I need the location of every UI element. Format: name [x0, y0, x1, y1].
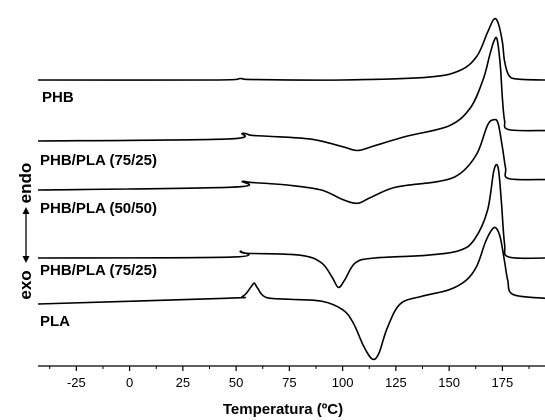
x-tick-label: 100 — [332, 375, 354, 390]
x-axis-title: Temperatura (ºC) — [223, 401, 343, 418]
y-axis-endo-label: endo — [16, 163, 35, 204]
y-axis-exo-label: exo — [16, 270, 35, 299]
y-axis-arrow-head-right — [22, 207, 30, 214]
x-tick-label: 125 — [385, 375, 407, 390]
x-axis: -25 0 25 50 75 100 125 150 175 — [38, 365, 545, 390]
curve-phb-pla-75-25-3 — [37, 163, 545, 289]
y-axis-title: exo endo — [16, 163, 35, 300]
x-tick-label: 175 — [492, 375, 514, 390]
x-tick-label: 25 — [176, 375, 190, 390]
x-tick-label: 50 — [229, 375, 243, 390]
curve-phb-pla-50-50-2 — [37, 118, 545, 205]
curve-label-phb-0: PHB — [42, 89, 74, 106]
y-axis-arrow-head-left — [22, 256, 30, 263]
x-tick-label: -25 — [67, 375, 86, 390]
x-tick-label: 150 — [438, 375, 460, 390]
x-tick-label: 75 — [282, 375, 296, 390]
x-tick-label: 0 — [126, 375, 133, 390]
curve-label-phb-pla-75-25-3: PHB/PLA (75/25) — [40, 262, 157, 279]
curve-labels-layer: PHB PHB/PLA (75/25) PHB/PLA (50/50) PHB/PLA… — [40, 89, 157, 330]
curve-phb-0 — [37, 17, 545, 81]
curve-label-phb-pla-50-50-2: PHB/PLA (50/50) — [40, 200, 157, 217]
curve-phb-pla-75-25-1 — [37, 36, 545, 152]
curve-label-phb-pla-75-25-1: PHB/PLA (75/25) — [40, 152, 157, 169]
curve-label-pla-4: PLA — [40, 313, 70, 330]
curve-pla-4 — [37, 226, 545, 361]
curves-layer — [37, 17, 545, 361]
